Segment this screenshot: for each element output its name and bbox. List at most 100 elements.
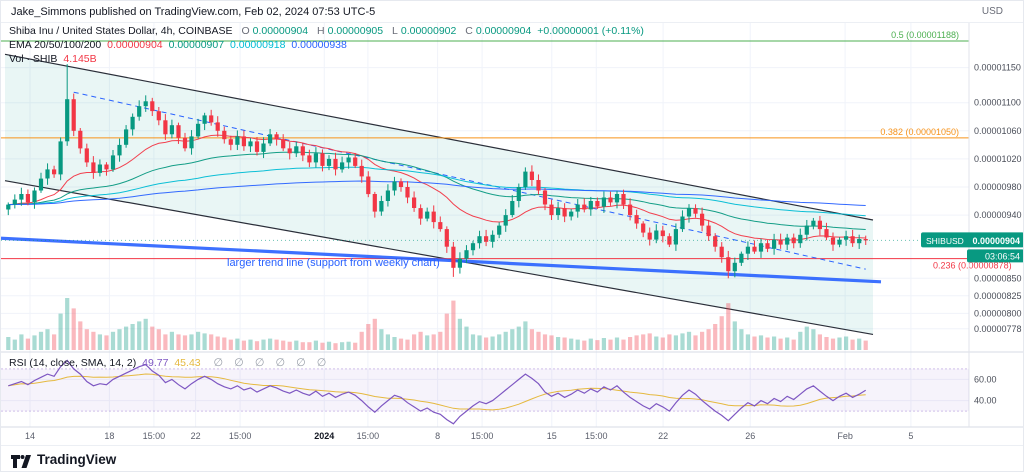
candle-body [693, 208, 698, 214]
volume-bar [837, 337, 842, 350]
volume-bar [169, 331, 174, 350]
candle-body [490, 234, 495, 242]
candle-body [536, 180, 541, 191]
ema-100-line[interactable] [8, 166, 866, 217]
price-axis-label[interactable]: 0.00000800 [974, 308, 1022, 318]
price-axis-label[interactable]: 0.00001150 [974, 63, 1021, 73]
volume-bar [497, 334, 502, 350]
price-axis-label[interactable]: 0.00001100 [974, 98, 1021, 108]
candle-body [811, 220, 816, 226]
channel-lower-line[interactable] [4, 180, 874, 336]
rsi-axis-label[interactable]: 60.00 [974, 374, 997, 384]
volume-bar [176, 334, 181, 350]
volume-bar [529, 329, 534, 350]
ohlc-open-value: 0.00000904 [252, 25, 309, 37]
volume-bar [791, 339, 796, 350]
volume-bar [752, 336, 757, 350]
volume-bar [569, 338, 574, 350]
volume-legend-row[interactable]: Vol · SHIB 4.145B [9, 53, 97, 65]
candle-body [739, 253, 744, 263]
candle-body [97, 164, 102, 173]
ema-200-line[interactable] [8, 180, 866, 206]
time-axis-label[interactable]: 2024 [314, 431, 334, 441]
price-axis-label[interactable]: 0.00001020 [974, 154, 1022, 164]
time-axis-label[interactable]: 8 [435, 431, 440, 441]
time-axis-label[interactable]: 22 [191, 431, 201, 441]
rsi-line[interactable] [8, 359, 867, 425]
price-axis-label[interactable]: 0.00000850 [974, 273, 1022, 283]
chart-canvas[interactable]: 14 18 15:00 22 15:00 2024 15:00 8 15:00 15 15:00 22… [1, 23, 1024, 445]
time-axis-label[interactable]: 15:00 [229, 431, 252, 441]
volume-bar [444, 313, 449, 350]
candle-body [110, 155, 116, 170]
candle-body [19, 194, 24, 200]
volume-bar [582, 340, 587, 350]
ema-legend-row[interactable]: EMA 20/50/100/200 0.00000904 0.00000907 … [9, 39, 347, 51]
candle-body [863, 239, 868, 241]
price-axis-label[interactable]: 0.00000940 [974, 210, 1022, 220]
time-axis-label[interactable]: 15:00 [585, 431, 608, 441]
ohlc-close-label: C [465, 25, 473, 37]
candle-body [215, 122, 220, 131]
ema-50-line[interactable] [8, 151, 866, 230]
volume-bar [32, 335, 37, 350]
candle-body [431, 211, 436, 223]
symbol-legend-row[interactable]: Shiba Inu / United States Dollar, 4h, CO… [9, 25, 644, 37]
time-axis-label[interactable]: 15 [547, 431, 557, 441]
candle-body [313, 153, 318, 163]
volume-bar [732, 321, 737, 350]
candle-body [52, 169, 57, 175]
candle-body [438, 222, 443, 230]
candle-body [758, 243, 764, 252]
publish-info-text: Jake_Simmons published on TradingView.co… [11, 5, 376, 18]
volume-bar [405, 339, 410, 350]
time-axis-label[interactable]: 5 [908, 431, 913, 441]
time-axis-label[interactable]: 26 [745, 431, 755, 441]
price-axis-label[interactable]: 0.00000778 [974, 324, 1022, 334]
candle-body [529, 171, 534, 180]
volume-bar [300, 342, 305, 350]
candle-body [32, 190, 37, 203]
time-axis-label[interactable]: 15:00 [143, 431, 166, 441]
time-axis-label[interactable]: 15:00 [357, 431, 380, 441]
time-axis-label[interactable]: 15:00 [471, 431, 494, 441]
volume-bar [516, 326, 521, 350]
candle-body [300, 146, 305, 156]
volume-bar [863, 340, 868, 350]
volume-bar [549, 335, 554, 350]
last-price-value: 0.00000904 [972, 236, 1020, 246]
volume-bar [124, 326, 129, 350]
volume-bar [614, 337, 620, 350]
ema-20-line[interactable] [8, 134, 866, 241]
volume-bar [97, 334, 102, 350]
price-axis-label[interactable]: 0.00000980 [974, 182, 1022, 192]
time-axis-label[interactable]: 18 [104, 431, 114, 441]
time-axis-label[interactable]: 14 [25, 431, 35, 441]
volume-bar [700, 331, 705, 350]
price-axis-label[interactable]: 0.00001060 [974, 126, 1022, 136]
candle-body [163, 120, 168, 135]
time-axis-label[interactable]: Feb [837, 431, 853, 441]
trendline-annotation[interactable]: larger trend line (support from weekly c… [227, 257, 440, 269]
volume-bar [71, 308, 76, 350]
time-axis-label[interactable]: 22 [658, 431, 668, 441]
channel-upper-line[interactable] [4, 53, 874, 221]
candle-body [608, 197, 613, 203]
fib-level-label: 0.236 (0.00000878) [933, 261, 1012, 271]
tradingview-wordmark[interactable]: TradingView [37, 452, 117, 467]
volume-bar [372, 318, 377, 350]
candle-body [78, 130, 83, 149]
rsi-sma-line[interactable] [8, 373, 866, 411]
candle-body [844, 236, 849, 240]
candle-body [457, 258, 462, 268]
candle-body [719, 246, 724, 258]
tradingview-logo-icon[interactable] [11, 452, 31, 468]
volume-bar [307, 342, 312, 350]
rsi-axis-label[interactable]: 40.00 [974, 396, 997, 406]
volume-bar [641, 334, 646, 350]
rsi-legend-row[interactable]: RSI (14, close, SMA, 14, 2) 49.77 45.43 … [9, 356, 330, 369]
volume-bar [12, 339, 17, 350]
price-axis-label[interactable]: 0.00000825 [974, 291, 1022, 301]
candle-body [634, 215, 639, 224]
candle-body [601, 197, 606, 207]
